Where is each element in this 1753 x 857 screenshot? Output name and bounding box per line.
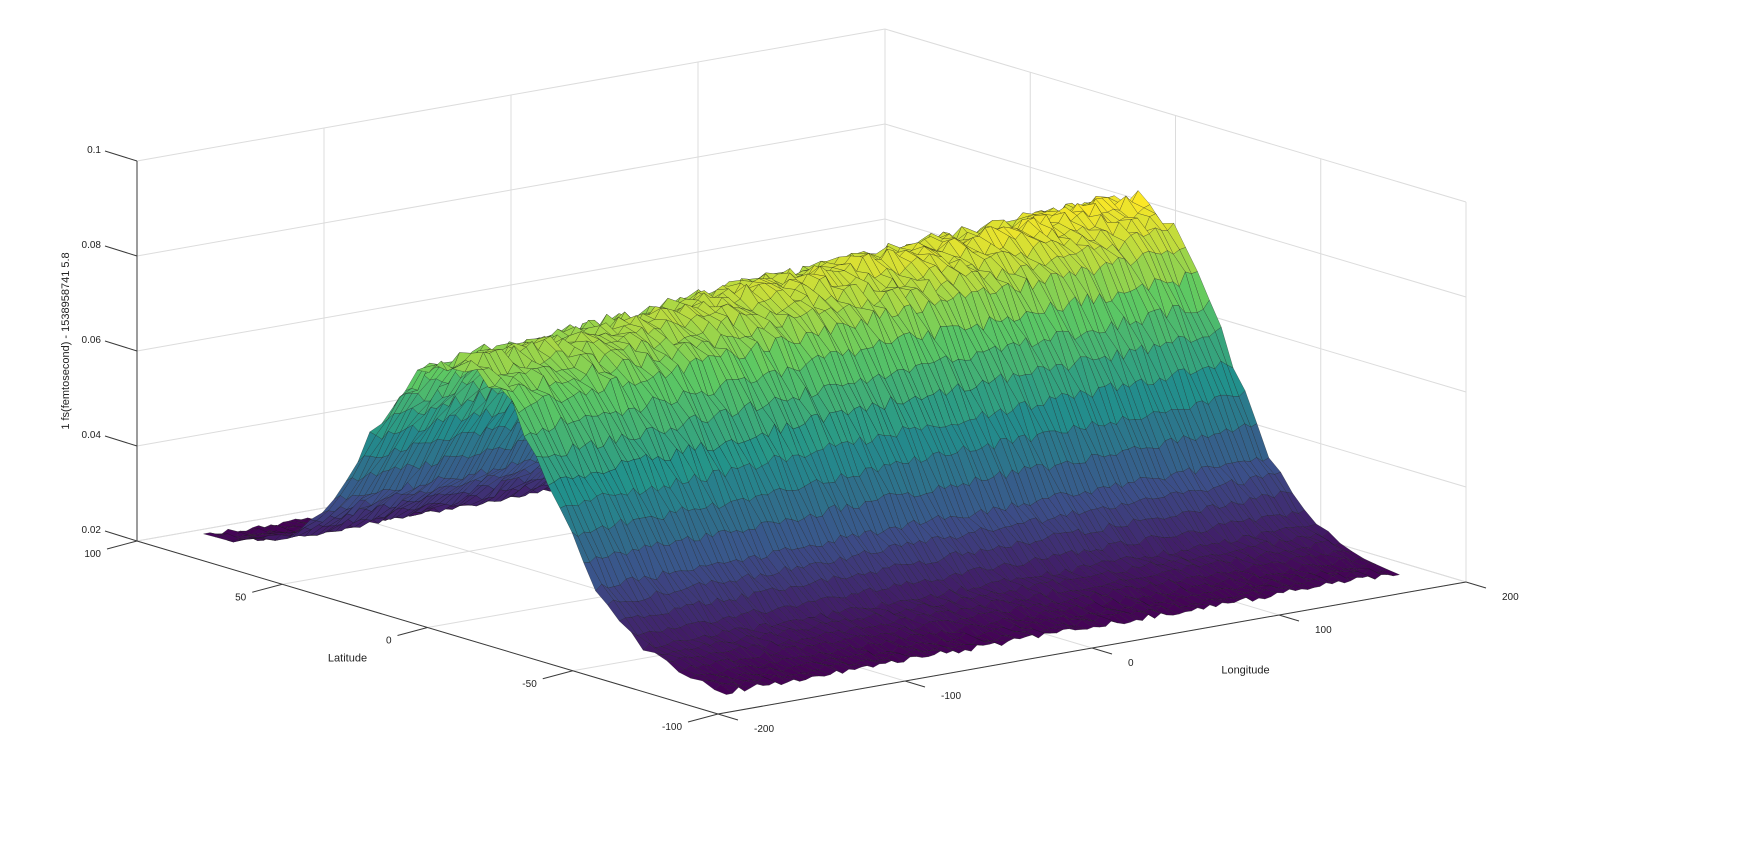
x-tick-mark	[904, 680, 926, 688]
y-tick-mark	[106, 540, 138, 550]
back-wall-grid-line	[136, 218, 886, 352]
surface-patch	[714, 683, 733, 695]
side-wall-grid-line	[884, 123, 1467, 298]
side-wall-grid-line	[884, 28, 1467, 203]
x-tick-label: -100	[941, 691, 961, 702]
y-tick-label: 100	[84, 549, 101, 560]
y-tick-mark	[542, 670, 573, 680]
z-tick-label: 0.02	[82, 525, 102, 536]
z-tick-mark	[104, 435, 138, 447]
back-wall-grid-line	[136, 28, 886, 162]
z-tick-label: 0.1	[87, 145, 101, 156]
x-tick-label: -200	[754, 724, 774, 735]
back-wall-grid-line	[136, 123, 886, 257]
y-tick-mark	[397, 627, 428, 636]
z-tick-mark	[104, 245, 138, 257]
x-tick-label: 100	[1315, 625, 1332, 636]
z-axis-label: 1 fs(femtosecond) - 1538958741 5.8	[60, 252, 72, 429]
surface-layer	[203, 190, 1401, 695]
x-axis-label: Longitude	[1221, 665, 1269, 677]
labels-layer: Longitude Latitude 1 fs(femtosecond) - 1…	[60, 252, 1270, 676]
z-tick-label: 0.06	[82, 335, 102, 346]
x-tick-mark	[1091, 647, 1113, 655]
x-tick-mark	[1465, 581, 1487, 589]
x-tick-label: 0	[1128, 658, 1134, 669]
y-tick-mark	[252, 583, 283, 593]
x-tick-mark	[1278, 614, 1300, 622]
axes-layer: -200 -100 0 100 200 -100 -50 0 50 100 0.02 0.04 0.06…	[82, 145, 1520, 735]
z-tick-mark	[104, 150, 138, 162]
y-tick-label: 0	[386, 636, 392, 647]
x-tick-label: 200	[1502, 592, 1519, 603]
y-tick-label: -50	[522, 679, 537, 690]
z-tick-label: 0.08	[82, 240, 102, 251]
y-tick-label: 50	[235, 592, 247, 603]
z-tick-label: 0.04	[82, 430, 102, 441]
y-tick-label: -100	[662, 722, 682, 733]
y-tick-mark	[687, 713, 719, 723]
z-tick-mark	[104, 340, 138, 352]
z-tick-mark	[104, 530, 138, 542]
y-axis-label: Latitude	[328, 653, 367, 665]
x-tick-mark	[717, 713, 739, 721]
